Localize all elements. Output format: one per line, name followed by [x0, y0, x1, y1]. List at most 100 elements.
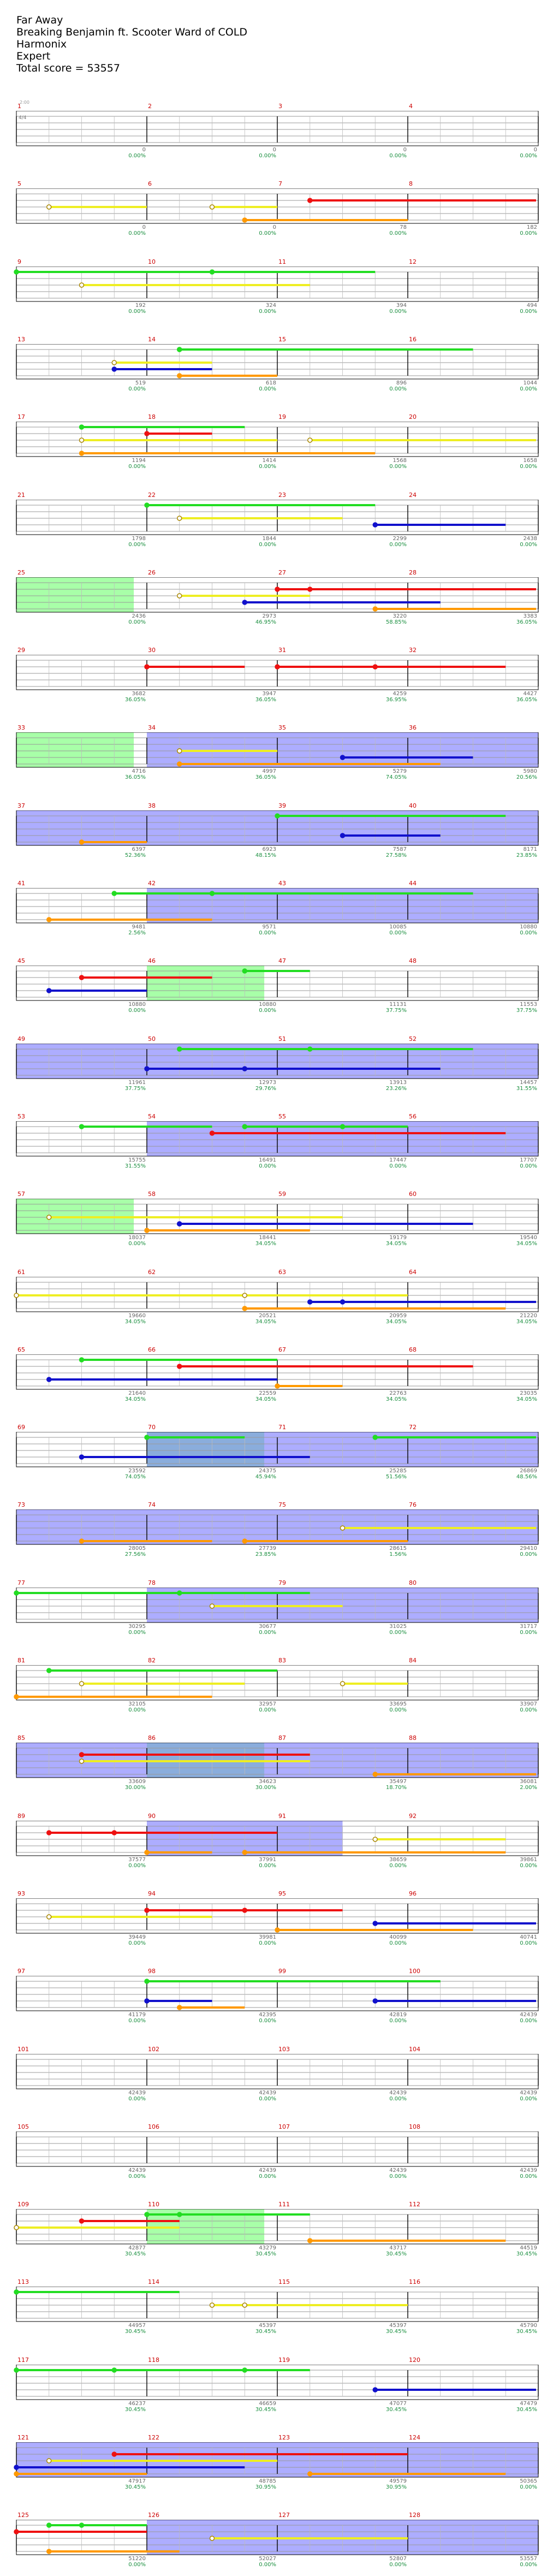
note-gem	[275, 664, 280, 670]
note-gem	[340, 833, 346, 838]
measure-percent: 0.00%	[389, 309, 407, 315]
measure-score: 49579	[389, 2478, 407, 2484]
measure-percent: 0.00%	[259, 1630, 276, 1636]
measure-score: 2299	[393, 536, 407, 542]
note-track	[16, 732, 539, 768]
note-gem	[79, 424, 85, 430]
measure-number: 62	[148, 1269, 156, 1276]
measure-number: 21	[17, 491, 25, 499]
note-gem	[242, 1306, 247, 1311]
measure-number: 37	[17, 802, 25, 809]
note-track	[16, 810, 539, 846]
note-gem	[46, 917, 52, 922]
note-track	[14, 2209, 539, 2245]
measure-percent: 30.95%	[255, 2484, 276, 2490]
track-border	[16, 1121, 539, 1157]
note-track	[16, 344, 539, 380]
measure-score: 394	[396, 303, 407, 309]
measure-number: 59	[278, 1191, 286, 1198]
measure-number: 73	[17, 1501, 25, 1508]
note-gem	[14, 269, 19, 275]
measure-number: 103	[278, 2046, 290, 2053]
note-gem	[242, 217, 247, 223]
measure-percent: 0.00%	[259, 1940, 276, 1946]
measure-score: 30677	[259, 1624, 276, 1630]
measure-percent: 0.00%	[128, 1707, 146, 1713]
measure-percent: 34.05%	[255, 1319, 276, 1325]
note-track	[16, 1044, 539, 1079]
note-gem	[242, 600, 247, 605]
note-track	[14, 1665, 539, 1701]
measure-number: 125	[17, 2512, 29, 2519]
track-border	[16, 966, 539, 1001]
measure-number: 49	[17, 1035, 25, 1043]
track-border	[16, 732, 539, 768]
measure-score: 52807	[389, 2556, 407, 2562]
measure-percent: 30.45%	[255, 2251, 276, 2257]
measure-number: 78	[148, 1579, 156, 1586]
note-track	[14, 2365, 539, 2400]
measure-score: 42439	[520, 2168, 537, 2174]
measure-score: 39861	[520, 1857, 537, 1863]
note-track	[16, 1509, 539, 1545]
measure-percent: 0.00%	[259, 2018, 276, 2024]
note-gem	[177, 516, 182, 521]
measure-number: 116	[409, 2278, 420, 2285]
measure-score: 37991	[259, 1857, 276, 1863]
measure-percent: 0.00%	[389, 464, 407, 470]
measure-percent: 0.00%	[520, 2018, 537, 2024]
measure-percent: 30.45%	[255, 2329, 276, 2335]
measure-percent: 0.00%	[259, 153, 276, 159]
measure-number: 119	[278, 2356, 290, 2364]
measure-score: 2973	[262, 613, 276, 619]
measure-percent: 0.00%	[389, 2018, 407, 2024]
measure-number: 41	[17, 880, 25, 887]
note-track	[14, 2287, 539, 2322]
measure-number: 128	[409, 2512, 420, 2519]
measure-score: 40099	[389, 1934, 407, 1940]
measure-percent: 0.00%	[259, 1008, 276, 1014]
track-border	[16, 1743, 539, 1778]
note-gem	[242, 1850, 247, 1855]
time-signature: 4/4	[19, 115, 27, 121]
measure-number: 3	[278, 103, 282, 110]
measure-percent: 74.05%	[385, 774, 407, 780]
note-track	[16, 2131, 539, 2167]
measure-number: 111	[278, 2201, 290, 2208]
measure-score: 494	[526, 303, 537, 309]
measure-percent: 0.00%	[259, 2096, 276, 2102]
note-gem	[46, 988, 52, 993]
measure-score: 18037	[128, 1235, 146, 1241]
measure-number: 34	[148, 724, 156, 731]
note-gem	[144, 664, 150, 670]
measure-number: 109	[17, 2201, 29, 2208]
measure-percent: 0.00%	[389, 930, 407, 936]
note-track	[16, 1976, 539, 2011]
measure-number: 8	[409, 180, 413, 187]
measure-percent: 30.45%	[124, 2329, 146, 2335]
measure-score: 46659	[259, 2401, 276, 2407]
measure-score: 42439	[259, 2168, 276, 2174]
note-gem	[144, 431, 150, 436]
measure-percent: 0.00%	[520, 309, 537, 315]
measure-number: 124	[409, 2434, 420, 2441]
measure-percent: 30.45%	[516, 2407, 537, 2413]
measure-score: 3220	[393, 613, 407, 619]
measure-score: 2438	[523, 536, 537, 542]
note-track	[16, 2054, 539, 2089]
measure-score: 18441	[259, 1235, 276, 1241]
measure-score: 48785	[259, 2478, 276, 2484]
measure-score: 15755	[128, 1157, 146, 1163]
measure-percent: 0.00%	[520, 230, 537, 236]
note-gem	[340, 1525, 346, 1531]
measure-score: 3383	[523, 613, 537, 619]
measure-number: 24	[409, 491, 417, 499]
note-gem	[177, 748, 182, 754]
measure-percent: 0.00%	[520, 1707, 537, 1713]
measure-score: 13913	[389, 1080, 407, 1086]
note-track	[16, 1821, 539, 1856]
measure-number: 42	[148, 880, 156, 887]
measure-number: 33	[17, 724, 25, 731]
measure-percent: 30.45%	[516, 2251, 537, 2257]
note-gem	[46, 1215, 52, 1220]
